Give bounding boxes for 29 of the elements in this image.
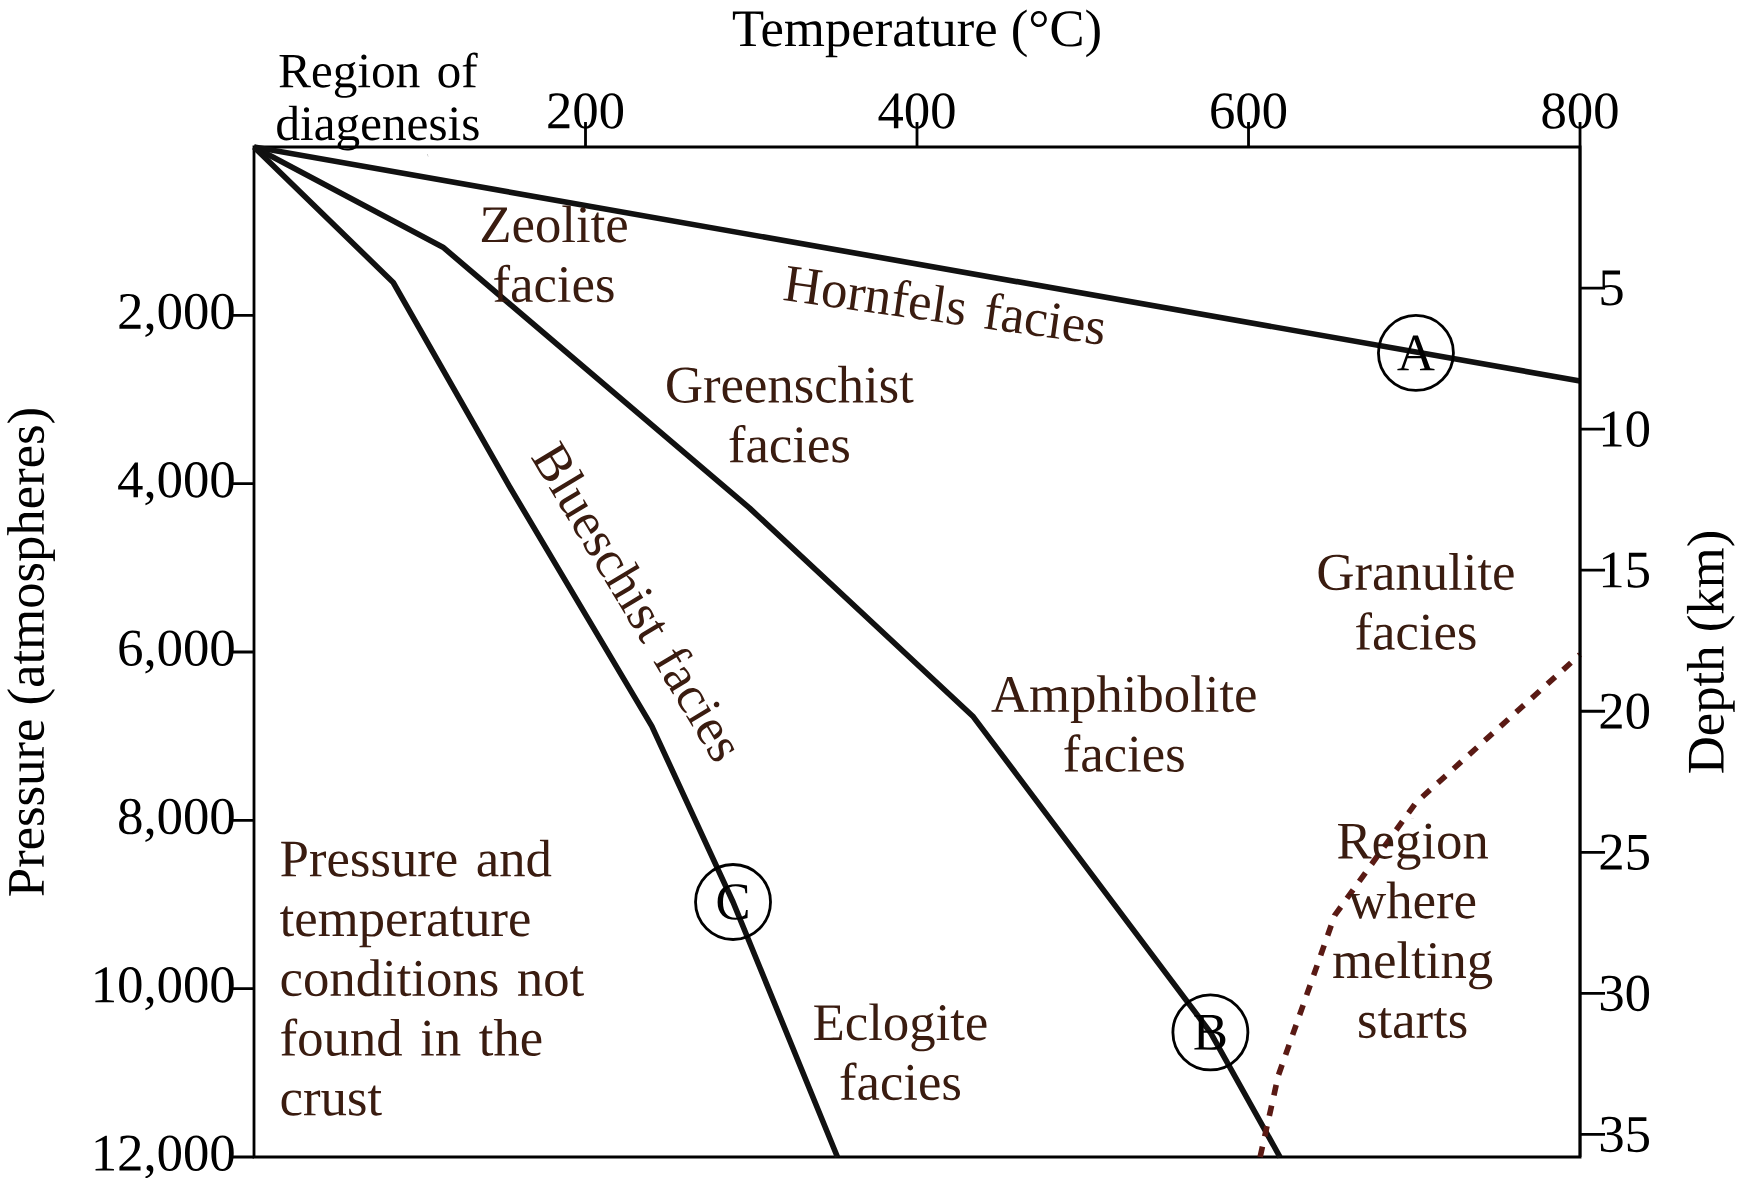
y-tick-label: 2,000 bbox=[119, 293, 234, 337]
annotation: Region of diagenesis bbox=[277, 52, 479, 151]
annotation: Region where melting starts bbox=[1333, 823, 1493, 1039]
annotation: Greenschist facies bbox=[667, 365, 914, 463]
y2-tick-label: 20 bbox=[1600, 693, 1650, 730]
annotation: Amphibolite facies bbox=[991, 675, 1256, 772]
y2-axis-title: Depth (km) bbox=[1686, 532, 1735, 773]
x-axis-title: Temperature (°C) bbox=[732, 9, 1100, 58]
y-axis-title: Pressure (atmospheres) bbox=[7, 409, 55, 896]
y-tick-label: 12,000 bbox=[95, 1135, 234, 1178]
y-tick-label: 8,000 bbox=[119, 798, 234, 842]
x-tick-label: 800 bbox=[1542, 93, 1618, 129]
y2-tick-label: 35 bbox=[1600, 1116, 1649, 1153]
y-tick-label: 10,000 bbox=[95, 967, 234, 1011]
annotation: Pressure and temperature conditions not found in the crust bbox=[280, 839, 584, 1116]
y-tick-label: 6,000 bbox=[119, 630, 234, 674]
annotation: Zeolite facies bbox=[481, 205, 627, 303]
annotation: Granulite facies bbox=[1318, 553, 1514, 650]
x-tick-label: 600 bbox=[1211, 93, 1287, 129]
y2-tick-label: 30 bbox=[1600, 975, 1650, 1012]
y2-tick-label: 10 bbox=[1602, 411, 1650, 447]
y2-tick-label: 5 bbox=[1601, 270, 1623, 306]
annotation: Hornfels facies bbox=[783, 265, 1104, 345]
y2-tick-label: 15 bbox=[1602, 552, 1649, 588]
x-tick-label: 400 bbox=[878, 93, 955, 129]
x-tick-label: 200 bbox=[548, 93, 624, 129]
y-tick-label: 4,000 bbox=[118, 462, 234, 506]
annotation: Eclogite facies bbox=[814, 1003, 987, 1101]
y2-tick-label: 25 bbox=[1600, 834, 1649, 870]
